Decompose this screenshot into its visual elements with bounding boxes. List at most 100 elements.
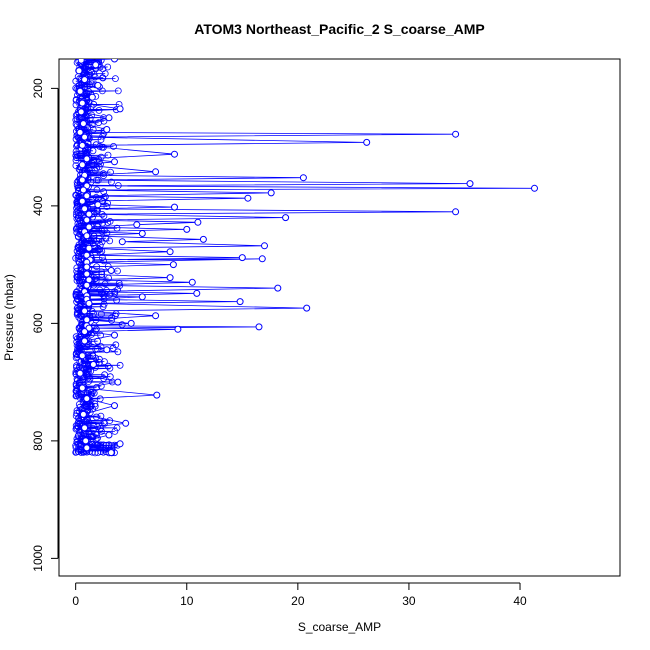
data-point: [85, 418, 93, 426]
data-point: [75, 415, 82, 423]
data-point: [78, 161, 86, 169]
data-point: [76, 428, 83, 436]
data-point: [261, 242, 268, 250]
data-point: [82, 356, 90, 363]
data-point: [98, 238, 106, 246]
data-point: [85, 299, 93, 307]
series-line: [78, 59, 535, 453]
data-point: [88, 390, 96, 398]
data-point: [97, 382, 105, 390]
data-point: [89, 433, 97, 441]
data-point: [267, 189, 275, 197]
data-point: [77, 59, 85, 64]
data-point: [92, 141, 100, 149]
data-point: [274, 284, 282, 292]
data-point: [118, 238, 126, 246]
data-point: [111, 331, 118, 339]
data-point: [85, 378, 92, 385]
data-point: [81, 307, 89, 315]
data-point: [466, 180, 474, 188]
data-point: [72, 156, 80, 164]
data-point: [83, 232, 91, 240]
data-point: [83, 343, 91, 351]
data-point: [83, 216, 91, 224]
data-point: [104, 63, 112, 71]
y-tick-label: 400: [31, 196, 45, 216]
data-point: [83, 444, 91, 452]
data-point: [74, 254, 82, 262]
data-point: [103, 126, 111, 133]
data-point: [81, 337, 89, 345]
data-point: [94, 449, 102, 456]
x-tick-label: 30: [402, 594, 416, 608]
data-point: [174, 325, 182, 333]
data-point: [114, 87, 122, 95]
data-point: [81, 205, 89, 213]
data-point: [72, 333, 80, 341]
data-point: [78, 197, 86, 205]
data-point: [81, 59, 88, 63]
data-point: [78, 99, 86, 107]
data-point: [103, 203, 111, 211]
data-point: [171, 203, 178, 211]
data-point: [108, 316, 115, 324]
data-point: [94, 81, 102, 89]
data-point: [94, 246, 102, 254]
data-point: [83, 192, 91, 200]
data-point: [83, 263, 91, 271]
data-point: [152, 168, 160, 176]
data-point: [108, 442, 116, 450]
data-point: [77, 311, 85, 319]
data-point: [244, 194, 252, 202]
data-point: [73, 115, 81, 123]
y-tick-label: 600: [31, 313, 45, 333]
x-tick-label: 20: [291, 594, 305, 608]
data-point: [97, 424, 104, 432]
data-point: [76, 300, 84, 308]
data-point: [83, 281, 91, 289]
data-point: [108, 178, 115, 186]
data-point: [111, 402, 118, 410]
data-point: [105, 114, 113, 122]
data-point: [111, 59, 118, 63]
data-point: [89, 239, 97, 247]
data-point: [72, 448, 80, 456]
data-point: [78, 384, 86, 392]
data-point: [299, 174, 307, 182]
data-point: [114, 378, 122, 386]
data-point: [452, 130, 460, 138]
data-point: [138, 293, 146, 301]
data-point: [101, 420, 108, 427]
y-tick-label: 1000: [31, 545, 45, 572]
data-point: [103, 229, 111, 237]
data-point: [114, 348, 122, 356]
y-tick-label: 200: [31, 78, 45, 98]
data-point: [77, 323, 84, 331]
data-point: [73, 154, 80, 162]
data-point: [97, 412, 105, 420]
data-point: [79, 410, 87, 418]
data-point: [194, 218, 202, 226]
data-point: [72, 191, 80, 199]
data-point: [88, 159, 96, 167]
data-point: [303, 304, 311, 312]
data-point: [92, 61, 100, 69]
data-point: [83, 316, 91, 324]
data-point: [72, 120, 80, 128]
data-point: [105, 431, 113, 439]
data-point: [72, 97, 80, 104]
data-point: [112, 75, 119, 82]
data-point: [100, 170, 107, 178]
data-point: [89, 147, 97, 155]
data-point: [98, 427, 105, 435]
data-point: [93, 383, 100, 391]
data-point: [107, 267, 115, 274]
data-point: [91, 73, 99, 81]
data-point: [110, 142, 117, 150]
data-point: [183, 225, 191, 233]
chart-title: ATOM3 Northeast_Pacific_2 S_coarse_AMP: [194, 21, 485, 37]
data-point: [169, 261, 177, 269]
data-point: [90, 421, 98, 429]
data-point: [106, 237, 114, 245]
data-point: [107, 449, 115, 457]
